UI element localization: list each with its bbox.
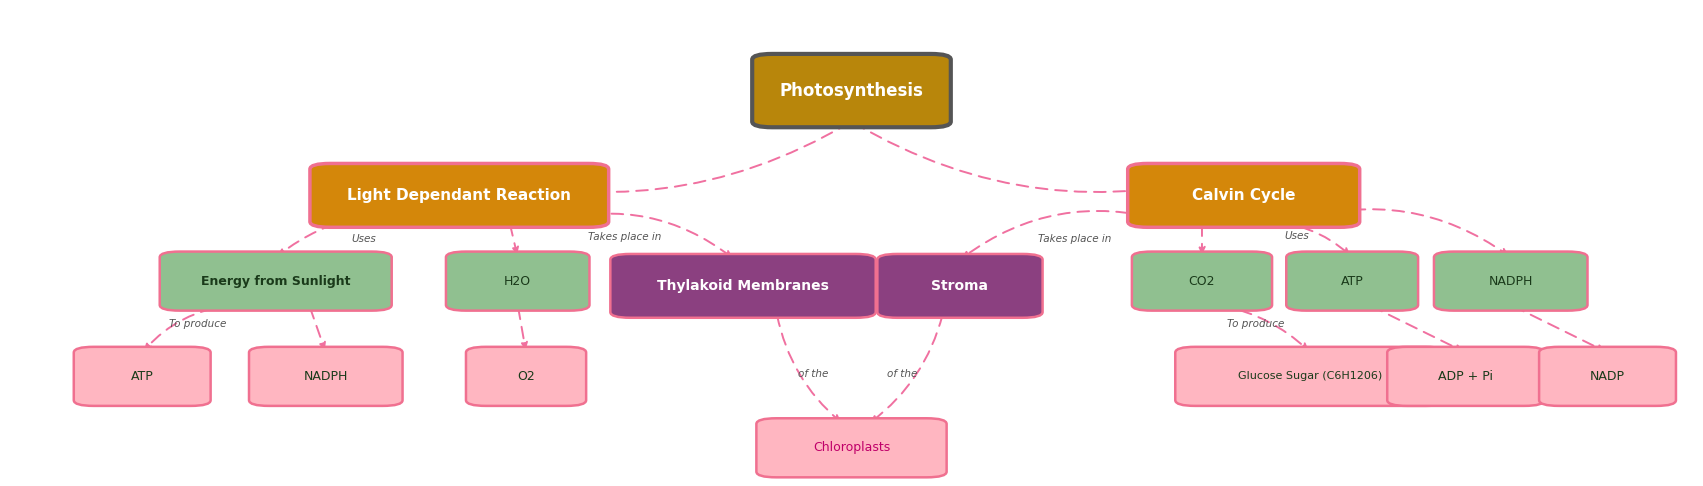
Text: Chloroplasts: Chloroplasts	[812, 441, 891, 454]
FancyBboxPatch shape	[1434, 252, 1587, 311]
Text: NADPH: NADPH	[1488, 275, 1533, 288]
FancyBboxPatch shape	[310, 163, 608, 227]
FancyBboxPatch shape	[1540, 347, 1676, 406]
FancyBboxPatch shape	[753, 54, 950, 127]
Text: Stroma: Stroma	[932, 279, 988, 293]
FancyBboxPatch shape	[73, 347, 211, 406]
FancyBboxPatch shape	[1175, 347, 1446, 406]
Text: Light Dependant Reaction: Light Dependant Reaction	[347, 188, 571, 203]
Text: Calvin Cycle: Calvin Cycle	[1192, 188, 1296, 203]
Text: O2: O2	[518, 370, 535, 383]
FancyBboxPatch shape	[1132, 252, 1272, 311]
FancyBboxPatch shape	[1127, 163, 1359, 227]
Text: ADP + Pi: ADP + Pi	[1437, 370, 1494, 383]
Text: Photosynthesis: Photosynthesis	[780, 82, 923, 100]
Text: Uses: Uses	[351, 234, 376, 244]
Text: ATP: ATP	[131, 370, 153, 383]
FancyBboxPatch shape	[877, 254, 1042, 318]
Text: Energy from Sunlight: Energy from Sunlight	[201, 275, 351, 288]
FancyBboxPatch shape	[1388, 347, 1545, 406]
Text: To produce: To produce	[1226, 319, 1284, 329]
Text: Takes place in: Takes place in	[1039, 234, 1112, 243]
Text: H2O: H2O	[504, 275, 531, 288]
Text: Thylakoid Membranes: Thylakoid Membranes	[657, 279, 829, 293]
FancyBboxPatch shape	[160, 252, 392, 311]
FancyBboxPatch shape	[610, 254, 875, 318]
Text: To produce: To produce	[169, 319, 226, 329]
Text: NADP: NADP	[1591, 370, 1625, 383]
FancyBboxPatch shape	[446, 252, 589, 311]
Text: Takes place in: Takes place in	[588, 232, 661, 242]
FancyBboxPatch shape	[249, 347, 402, 406]
FancyBboxPatch shape	[756, 418, 947, 477]
Text: CO2: CO2	[1189, 275, 1216, 288]
Text: Uses: Uses	[1284, 231, 1310, 241]
Text: Glucose Sugar (C6H1206): Glucose Sugar (C6H1206)	[1238, 371, 1383, 382]
Text: of the: of the	[799, 368, 828, 379]
FancyBboxPatch shape	[467, 347, 586, 406]
Text: NADPH: NADPH	[303, 370, 347, 383]
Text: ATP: ATP	[1340, 275, 1364, 288]
FancyBboxPatch shape	[1286, 252, 1419, 311]
Text: of the: of the	[887, 368, 918, 379]
